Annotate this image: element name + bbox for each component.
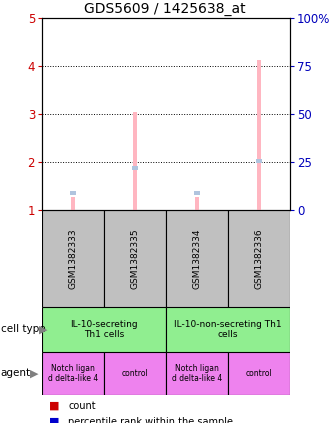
Text: GSM1382334: GSM1382334 — [192, 228, 202, 289]
Text: count: count — [68, 401, 96, 411]
Bar — [104, 210, 166, 307]
Bar — [166, 352, 228, 395]
Bar — [256, 60, 261, 210]
Text: control: control — [122, 369, 148, 378]
Bar — [228, 352, 290, 395]
Text: ■: ■ — [49, 401, 59, 411]
Text: GSM1382333: GSM1382333 — [69, 228, 78, 289]
Text: Notch ligan
d delta-like 4: Notch ligan d delta-like 4 — [172, 364, 222, 383]
Bar — [71, 197, 76, 210]
Bar — [42, 210, 104, 307]
Bar — [228, 210, 290, 307]
Text: ▶: ▶ — [39, 324, 48, 335]
Bar — [132, 166, 138, 170]
Bar — [194, 197, 199, 210]
Text: ■: ■ — [49, 417, 59, 423]
Text: Notch ligan
d delta-like 4: Notch ligan d delta-like 4 — [48, 364, 98, 383]
Bar — [70, 191, 76, 195]
Bar — [166, 307, 290, 352]
Bar — [166, 210, 228, 307]
Text: cell type: cell type — [1, 324, 45, 335]
Bar — [256, 159, 262, 163]
Text: IL-10-secreting
Th1 cells: IL-10-secreting Th1 cells — [70, 320, 138, 339]
Text: control: control — [246, 369, 272, 378]
Bar — [133, 112, 138, 210]
Bar — [104, 352, 166, 395]
Text: ▶: ▶ — [30, 368, 38, 379]
Bar — [42, 307, 166, 352]
Text: percentile rank within the sample: percentile rank within the sample — [68, 417, 233, 423]
Text: GSM1382335: GSM1382335 — [130, 228, 140, 289]
Text: GSM1382336: GSM1382336 — [254, 228, 263, 289]
Bar — [42, 352, 104, 395]
Text: agent: agent — [1, 368, 31, 379]
Text: IL-10-non-secreting Th1
cells: IL-10-non-secreting Th1 cells — [174, 320, 282, 339]
Text: GDS5609 / 1425638_at: GDS5609 / 1425638_at — [84, 2, 246, 16]
Bar — [194, 191, 200, 195]
